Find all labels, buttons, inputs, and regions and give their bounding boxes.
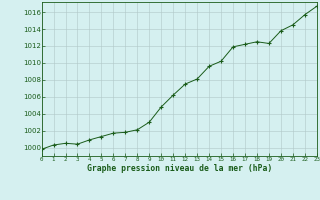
X-axis label: Graphe pression niveau de la mer (hPa): Graphe pression niveau de la mer (hPa) bbox=[87, 164, 272, 173]
